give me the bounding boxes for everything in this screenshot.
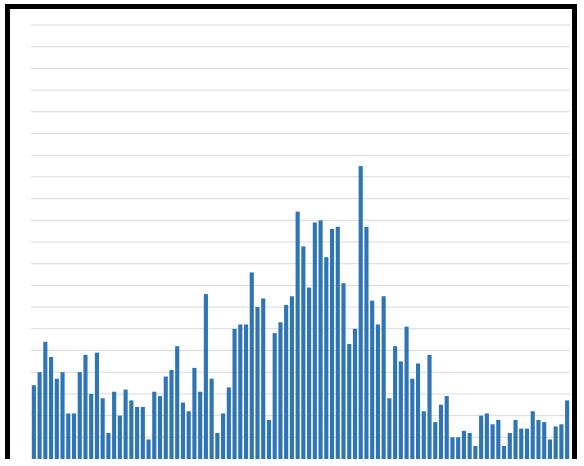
bar	[129, 400, 134, 459]
bar	[135, 406, 140, 459]
bar	[473, 445, 478, 459]
bar	[192, 367, 197, 459]
bar	[513, 419, 518, 459]
bar	[221, 413, 226, 459]
bar	[565, 400, 570, 459]
bar	[370, 300, 375, 459]
bar	[77, 372, 82, 459]
bar	[335, 226, 340, 459]
bar	[152, 391, 157, 459]
bar	[301, 246, 306, 459]
bar	[375, 324, 380, 459]
bar	[490, 424, 495, 459]
bar	[341, 283, 346, 459]
bar	[347, 343, 352, 459]
bar	[198, 391, 203, 459]
bar	[559, 424, 564, 459]
bar	[415, 363, 421, 459]
bar-series	[31, 166, 570, 459]
bar	[186, 411, 191, 459]
bar	[140, 406, 145, 459]
bar	[54, 378, 59, 459]
bar	[226, 387, 231, 459]
bar	[66, 413, 71, 459]
bar	[467, 432, 472, 459]
bar	[169, 370, 174, 459]
bar	[324, 257, 329, 459]
bar	[352, 328, 358, 459]
bar	[553, 426, 558, 459]
bar	[100, 398, 105, 459]
bar	[507, 432, 512, 459]
bar	[238, 324, 243, 459]
bar	[519, 428, 524, 459]
bar	[524, 428, 530, 459]
bar	[461, 430, 466, 459]
bar	[232, 328, 237, 459]
bar	[123, 389, 128, 459]
bar	[209, 378, 214, 459]
bar	[284, 304, 289, 459]
bar	[421, 411, 426, 459]
bar	[106, 432, 111, 459]
bar-chart	[31, 24, 570, 459]
bar	[484, 413, 489, 459]
bar	[393, 346, 398, 459]
bar	[117, 415, 122, 459]
bar	[364, 226, 369, 459]
bar	[261, 298, 266, 459]
bar	[329, 228, 335, 459]
bar	[312, 222, 317, 459]
bar	[255, 307, 260, 459]
bar	[60, 372, 65, 459]
bar	[289, 296, 294, 459]
bar	[278, 322, 283, 459]
bar	[479, 415, 484, 459]
bar	[249, 272, 254, 459]
bar	[203, 294, 208, 459]
bar	[37, 372, 42, 459]
bar	[43, 341, 48, 459]
chart-frame	[5, 4, 577, 459]
bar	[456, 437, 461, 459]
bar	[536, 419, 541, 459]
bar	[450, 437, 455, 459]
bar	[71, 413, 77, 459]
bar	[438, 404, 444, 459]
bar	[358, 166, 363, 459]
bar	[307, 287, 312, 459]
bar	[547, 439, 552, 459]
bar	[496, 419, 501, 459]
bar	[175, 346, 180, 459]
bar	[295, 211, 300, 459]
bar	[427, 354, 432, 459]
bar	[49, 357, 54, 459]
bar	[146, 439, 151, 459]
bar	[542, 422, 547, 459]
bar	[266, 419, 272, 459]
bar	[318, 220, 323, 459]
bar	[243, 324, 249, 459]
bar	[444, 396, 449, 459]
bar	[433, 422, 438, 459]
bar	[89, 393, 94, 459]
bar	[180, 402, 186, 459]
gridlines	[31, 24, 570, 438]
bar	[215, 432, 220, 459]
bar	[112, 391, 117, 459]
bar	[501, 445, 507, 459]
bar	[530, 411, 535, 459]
bar	[410, 378, 415, 459]
bar	[157, 396, 163, 459]
bar	[272, 333, 277, 459]
bar	[31, 385, 36, 459]
bar	[398, 361, 403, 459]
bar	[83, 354, 88, 459]
bar	[404, 326, 409, 459]
bar	[387, 398, 392, 459]
bar	[163, 376, 168, 459]
bar	[94, 352, 100, 459]
bar	[381, 296, 386, 459]
